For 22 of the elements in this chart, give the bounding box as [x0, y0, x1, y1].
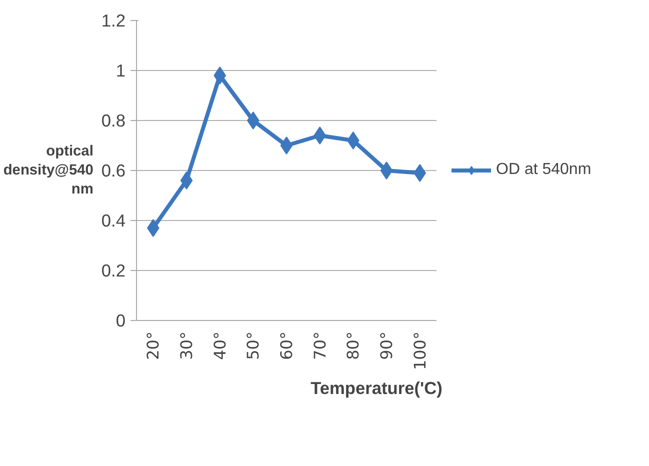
- y-tick-label: 0.6: [101, 160, 126, 180]
- y-tick-label: 1.2: [101, 10, 126, 30]
- x-tick-label: 30°: [177, 332, 196, 360]
- y-tick-label: 1: [116, 60, 126, 80]
- x-tick-label: 90°: [377, 332, 396, 360]
- x-tick-label: 50°: [244, 332, 263, 360]
- x-tick-label: 80°: [344, 332, 363, 360]
- x-tick-label: 40°: [210, 332, 230, 360]
- point: [280, 136, 293, 154]
- x-axis-title: Temperature('C): [310, 378, 442, 398]
- y-tick-label: 0.4: [101, 210, 126, 230]
- x-tick-label: 100°: [410, 331, 430, 370]
- x-tick-label: 60°: [277, 332, 296, 360]
- x-tick-label: 20°: [144, 332, 163, 360]
- y-axis-title: optical density@540 nm: [3, 143, 94, 198]
- point: [380, 162, 393, 180]
- y-tick-label: 0: [116, 310, 126, 330]
- y-tick-label: 0.2: [101, 260, 126, 280]
- point: [180, 172, 193, 190]
- x-tick-label: 70°: [310, 332, 330, 360]
- y-tick-label: 0.8: [101, 110, 126, 130]
- legend-label: OD at 540nm: [496, 160, 592, 180]
